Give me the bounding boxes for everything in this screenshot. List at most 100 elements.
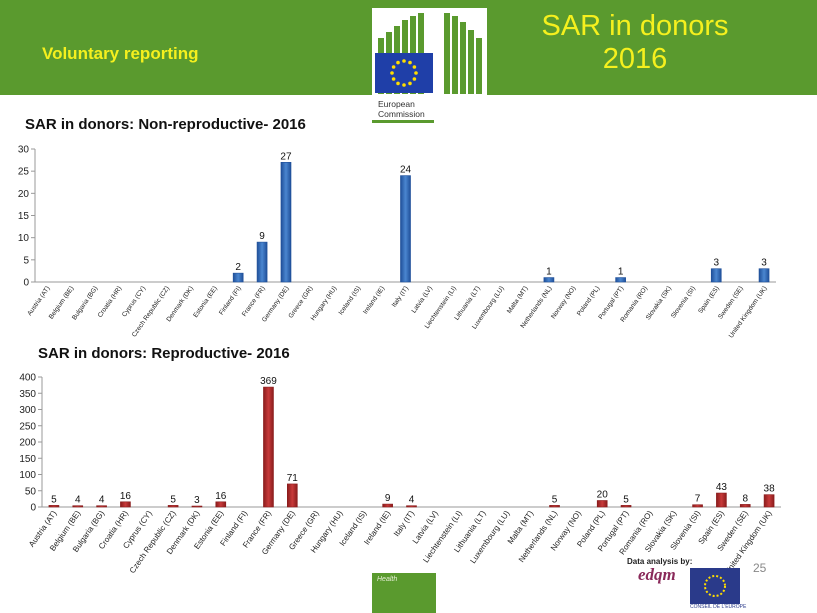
chart2-data-label: 16 [215,491,227,502]
chart2-data-label: 4 [75,495,81,506]
chart1-y-tick-label: 15 [18,211,30,222]
chart1-data-label: 27 [280,151,292,162]
chart1-bar [232,272,244,283]
chart2-data-label: 7 [695,494,701,505]
chart1-category-label: Iceland (IS) [338,285,363,316]
european-commission-logo-icon [372,8,487,126]
chart2-data-label: 5 [623,494,629,505]
chart1-category-label: Italy (IT) [391,285,410,309]
coe-label: CONSEIL DE L'EUROPE [690,604,747,610]
chart2-bar [72,505,84,508]
chart2-bar [739,504,751,508]
chart1-data-label: 2 [235,262,241,273]
chart1-category-label: Sweden (SE) [717,285,745,320]
chart2-category-label: Italy (IT) [392,509,416,538]
chart2-data-label: 9 [385,493,391,504]
chart1-category-label: Cyprus (CY) [121,285,147,318]
chart2-bar [596,500,608,508]
council-of-europe-logo-icon [690,568,740,604]
chart2-data-label: 4 [409,495,415,506]
chart1-category-label: Austria (AT) [26,285,51,317]
chart1-category-label: Belgium (BE) [48,285,76,320]
chart2-bar [406,505,417,508]
chart2-bar [549,505,560,508]
chart1-data-label: 1 [618,267,624,278]
chart1-data-label: 9 [259,231,265,242]
chart1-bar [400,175,411,283]
edqm-logo-icon: edqm [638,565,676,584]
chart1-bar [543,277,555,283]
chart2-data-label: 4 [99,495,105,506]
chart1-category-label: Norway (NO) [550,285,577,320]
chart1-y-tick-label: 10 [18,233,30,244]
chart1-category-label: Spain (ES) [697,285,721,315]
footer-health-label: Health [377,576,398,583]
voluntary-reporting-label: Voluntary reporting [42,44,199,63]
chart1-y-tick-label: 30 [18,145,30,156]
chart1-category-label: Finland (FI) [218,285,243,316]
chart2-bar [120,501,131,508]
non-reproductive-chart: 0 5 10 15 20 25 30 Austria (AT)Belgium (BE)Bulg… [18,145,776,339]
chart1-category-label: Greece (GR) [287,285,314,319]
chart1-data-label: 3 [761,258,767,269]
chart1-category-label: Slovenia (SI) [670,285,697,320]
chart1-category-label: Latvia (LV) [411,285,434,314]
footer-health-box [372,573,436,613]
chart1-bar [615,277,626,283]
chart2-bar [191,505,203,508]
chart2-data-label: 38 [764,484,776,495]
logo-text-line1: European [378,99,415,109]
page-number: 25 [753,561,767,575]
chart1-bar [758,268,770,283]
data-analysis-label: Data analysis by: [627,557,693,566]
chart2-title: SAR in donors: Reproductive- 2016 [38,345,290,362]
chart1-bar [280,161,292,283]
chart2-data-label: 5 [552,494,558,505]
chart1-data-label: 3 [713,258,719,269]
chart1-category-label: Estonia (EE) [192,285,219,319]
chart2-y-tick-label: 400 [19,373,36,384]
chart1-category-label: Malta (MT) [506,285,530,315]
chart1-bar [256,241,268,283]
chart1-y-tick-label: 5 [23,255,29,266]
chart2-y-tick-label: 200 [19,438,36,449]
chart2-bar [215,501,227,508]
chart1-y-tick-label: 25 [18,167,30,178]
european-commission-text: European Commission [378,99,425,119]
chart2-bar [167,505,179,508]
chart1-category-label: France (FR) [241,285,267,318]
chart2-y-tick-label: 150 [19,454,36,465]
chart2-data-label: 8 [742,493,748,504]
chart2-data-label: 5 [170,494,176,505]
chart1-y-tick-label: 20 [18,189,30,200]
chart2-bar [716,492,727,508]
chart2-data-label: 43 [716,482,728,493]
page-title: SAR in donors 2016 [541,10,729,75]
chart2-bar [287,483,298,508]
chart1-title: SAR in donors: Non-reproductive- 2016 [25,116,306,133]
chart1-data-label: 24 [400,165,412,176]
chart1-category-label: Bulgaria (BG) [71,285,99,321]
chart2-bar [692,504,703,508]
chart1-category-label: Ireland (IE) [362,285,386,315]
chart1-category-label: Croatia (HR) [97,285,124,319]
chart2-bar [382,503,393,508]
chart2-y-tick-label: 50 [25,486,37,497]
chart1-category-label: Poland (PL) [576,285,601,317]
chart2-data-label: 3 [194,495,200,506]
chart2-bar [620,505,632,508]
chart2-data-label: 20 [597,490,609,501]
chart2-y-tick-label: 0 [30,503,36,514]
chart2-bar [263,386,274,508]
chart2-bar [48,505,60,508]
chart2-data-label: 5 [51,494,57,505]
chart1-data-label: 1 [546,267,552,278]
chart2-y-tick-label: 300 [19,405,36,416]
chart1-bar [710,268,722,283]
chart2-data-label: 369 [260,376,277,387]
chart2-y-tick-label: 250 [19,421,36,432]
logo-underline [372,120,434,123]
chart1-y-tick-label: 0 [23,278,29,289]
chart2-bar [96,505,107,508]
